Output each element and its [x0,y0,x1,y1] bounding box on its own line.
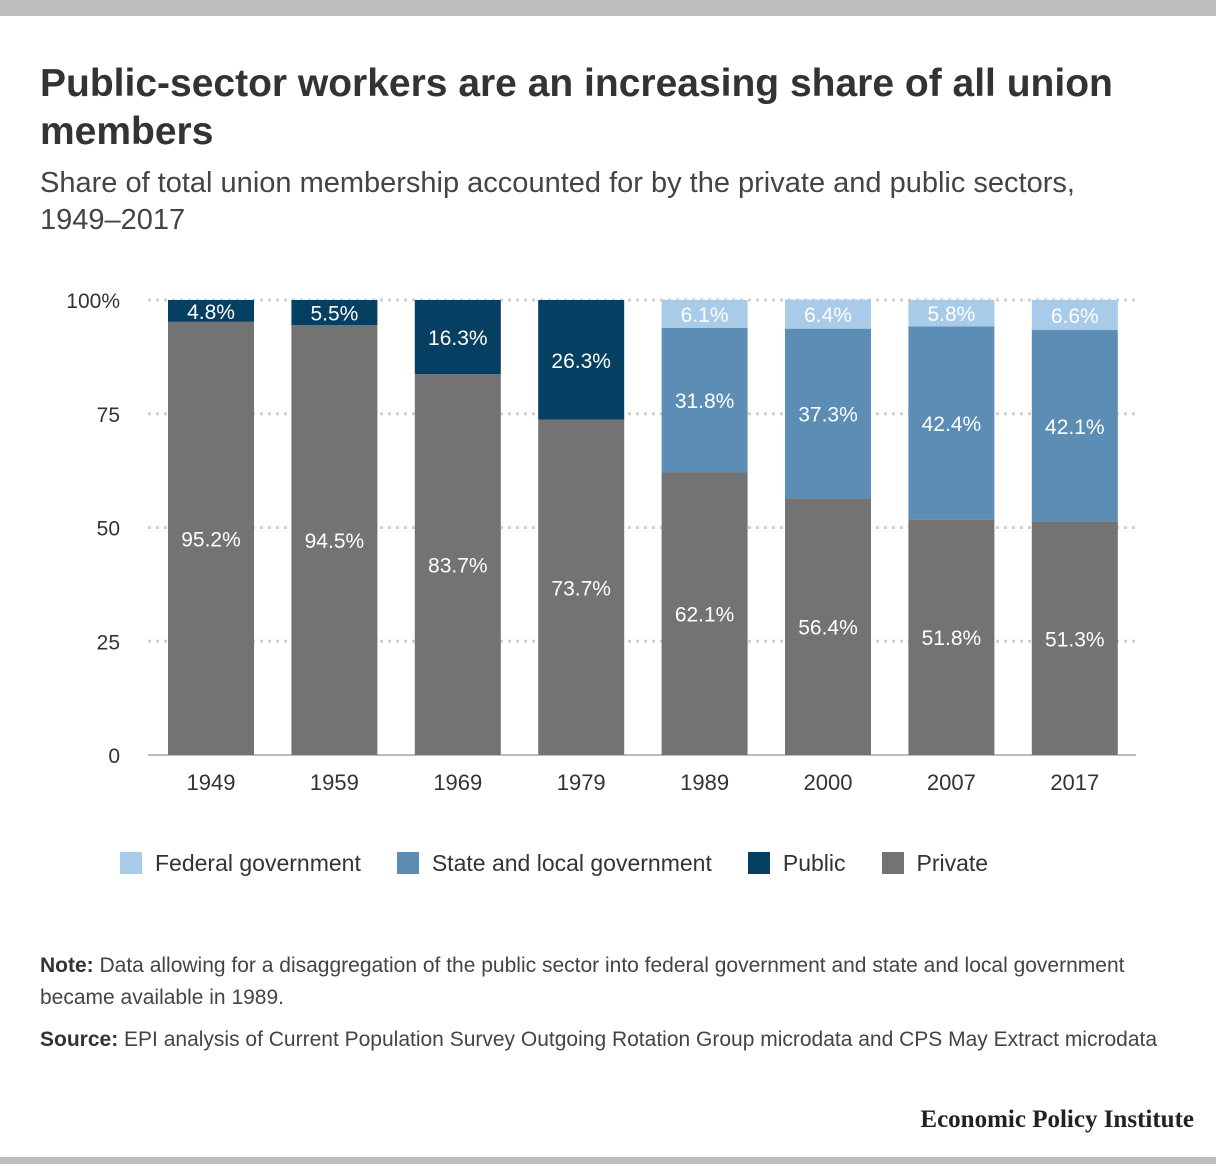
note-label: Note: [40,954,94,977]
x-tick-label: 2000 [804,770,853,795]
data-label: 6.1% [681,304,729,327]
legend-swatch [120,852,142,874]
brand-logo: Economic Policy Institute [920,1106,1194,1133]
data-label: 56.4% [798,617,858,640]
notes: Note: Data allowing for a disaggregation… [40,950,1170,1066]
source-label: Source: [40,1028,119,1051]
legend-swatch [747,852,770,874]
bar-segment [414,300,501,375]
x-tick-label: 1949 [187,770,236,795]
legend-item: State and local government [396,849,712,877]
legend-swatch [396,852,419,874]
legend-label: Federal government [155,849,361,876]
legend-label: Public [782,849,846,876]
data-label: 94.5% [305,530,365,553]
y-tick-label: 75 [97,404,120,427]
bar-segment [908,519,995,755]
bar-segment [785,328,871,499]
bar-segment [908,300,995,327]
bar-segment [908,326,995,520]
legend-item: Federal government [120,850,361,877]
bar-segment [168,321,254,755]
bar-segment [661,327,748,473]
data-label: 6.6% [1051,305,1099,328]
data-label: 51.8% [922,627,982,650]
y-tick-label: 100% [66,290,120,313]
data-label: 5.8% [927,303,975,326]
data-label: 26.3% [551,350,611,373]
data-label: 95.2% [181,528,241,551]
stacked-bar-chart: 0 25 50 75 100% 95.2% 4.8% 1949 94.5% 5.5% 1959 83.… [66,290,1136,795]
chart-subtitle: Share of total union membership accounte… [40,167,1075,236]
bar-segment [785,299,871,329]
x-tick-label: 1989 [680,770,729,795]
source-text: EPI analysis of Current Population Surve… [118,1028,1158,1051]
legend-label: State and local government [431,849,712,876]
y-tick-label: 25 [97,631,120,654]
y-tick-label: 0 [108,745,120,768]
bar-segment [785,498,871,755]
data-label: 16.3% [428,327,488,350]
bar-segment [414,374,501,755]
data-label: 62.1% [675,604,735,627]
data-label: 4.8% [187,301,235,324]
bar-segment [1031,521,1118,755]
chart-title: Public-sector workers are an increasing … [40,62,1113,153]
bar-segment [291,325,378,755]
data-label: 31.8% [675,390,735,413]
data-label: 6.4% [804,304,852,327]
data-label: 37.3% [798,404,858,427]
note: Note: Data allowing for a disaggregation… [40,950,1170,1014]
chart-legend: Federal government State and local govern… [120,846,1024,880]
data-label: 51.3% [1045,628,1105,651]
bar-segment [1031,330,1118,522]
bar-segment [1031,300,1118,331]
x-tick-label: 1979 [557,770,606,795]
bar-segment [538,300,625,420]
bar-segment [168,300,254,322]
bar-segment [538,419,625,755]
source: Source: EPI analysis of Current Populati… [40,1024,1170,1056]
y-tick-label: 50 [97,518,120,541]
data-label: 42.4% [922,413,982,436]
legend-label: Private [916,849,989,876]
bar-segment [661,300,748,328]
x-tick-label: 2017 [1050,770,1099,795]
legend-swatch [881,852,904,874]
data-label: 5.5% [310,303,358,326]
top-rule [0,0,1216,16]
data-label: 42.1% [1045,416,1105,439]
bottom-rule [0,1157,1216,1164]
data-label: 83.7% [428,555,488,578]
bar-segment [661,472,748,755]
note-text: Data allowing for a disaggregation of th… [40,954,1125,1009]
x-tick-label: 1959 [310,770,359,795]
x-tick-label: 1969 [433,770,482,795]
legend-item: Public [747,849,846,877]
legend-item: Private [881,849,989,877]
data-label: 73.7% [551,577,611,600]
x-tick-label: 2007 [927,770,976,795]
bar-segment [291,300,378,326]
